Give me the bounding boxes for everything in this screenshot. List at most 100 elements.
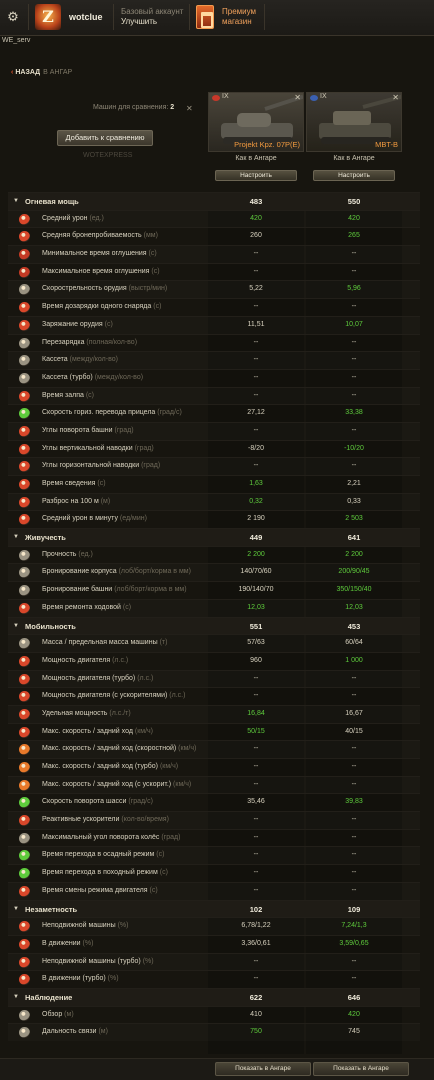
stat-row: Макс. скорость / задний ход (турбо) (км/…	[8, 758, 420, 776]
tank-image[interactable]: IX ✕ Projekt Kpz. 07P(E)	[208, 92, 304, 152]
stat-name: Средняя бронепробиваемость	[42, 232, 142, 240]
speed-turbo-icon	[19, 762, 30, 773]
upgrade-link[interactable]: Улучшить	[121, 17, 158, 26]
stat-row: Углы поворота башни (град) -- --	[8, 421, 420, 440]
premium-shop-link[interactable]: Премиум магазин	[222, 7, 256, 27]
stat-value-tank-1: 960	[250, 656, 262, 664]
stat-value-tank-2: 2,21	[347, 480, 361, 487]
stat-unit: (между/кол-во)	[94, 373, 144, 381]
stat-name: Макс. скорость / задний ход (с ускорит.)	[42, 780, 172, 788]
section-title: Незаметность	[25, 905, 77, 914]
back-button[interactable]: ‹ НАЗАД В АНГАР	[11, 69, 72, 76]
stat-value-tank-2: --	[351, 303, 357, 311]
section-header[interactable]: ▼ Наблюдение 622 646	[8, 987, 420, 1006]
stat-value-tank-1: --	[253, 303, 259, 311]
stat-label: Бронирование корпуса (лоб/борт/корма в м…	[42, 568, 191, 575]
back-target: В АНГАР	[43, 69, 73, 76]
stat-value-tank-2: 33,38	[345, 409, 363, 417]
stat-row: Минимальное время оглушения (с) -- --	[8, 245, 420, 263]
stat-unit: (м)	[64, 1010, 74, 1018]
stat-name: Макс. скорость / задний ход (скоростной)	[42, 745, 177, 753]
compare-count-label: Машин для сравнения:	[93, 104, 169, 111]
stat-label: Бронирование башни (лоб/борт/корма в мм)	[42, 586, 187, 593]
engine-power-icon	[19, 655, 30, 667]
stat-name: Удельная мощность	[42, 709, 108, 717]
add-to-compare-button[interactable]: Добавить к сравнению	[57, 130, 153, 146]
turret-armor-icon	[19, 585, 30, 597]
section-header[interactable]: ▼ Живучесть 449 641	[8, 528, 420, 546]
stat-label: Скорость гориз. перевода прицела (град/с…	[42, 409, 182, 416]
remove-tank-icon[interactable]: ✕	[392, 93, 399, 102]
stat-value-tank-2: --	[351, 674, 357, 682]
section-title: Мобильность	[25, 622, 76, 631]
stat-row: Перезарядка (полная/кол-во) -- --	[8, 333, 420, 352]
tier-label: IX	[320, 93, 327, 100]
configure-button[interactable]: Настроить	[313, 170, 395, 181]
stat-row: Время перехода в осадный режим (с) -- --	[8, 846, 420, 864]
stat-row: Прочность (ед.) 2 200 2 200	[8, 545, 420, 564]
section-title: Огневая мощь	[25, 197, 79, 206]
section-header[interactable]: ▼ Незаметность 102 109	[8, 899, 420, 918]
stat-name: Разброс на 100 м	[42, 497, 99, 505]
account-status[interactable]: Базовый аккаунт Улучшить	[121, 7, 183, 27]
divider	[28, 4, 29, 30]
stat-label: Время дозарядки одного снаряда (с)	[42, 303, 161, 310]
section-header[interactable]: ▼ Огневая мощь 483 550	[8, 192, 420, 210]
show-in-garage-button[interactable]: Показать в Ангаре	[313, 1062, 409, 1076]
stat-row: Время дозарядки одного снаряда (с) -- --	[8, 298, 420, 316]
avatar[interactable]: Z	[35, 4, 61, 30]
stat-label: Мощность двигателя (л.с.)	[42, 657, 128, 664]
stat-value-tank-1: 1,63	[249, 480, 263, 487]
stat-value-tank-2: 0,33	[347, 497, 361, 505]
show-in-garage-button[interactable]: Показать в Ангаре	[215, 1062, 311, 1076]
stat-row: Удельная мощность (л.с./т) 16,84 16,67	[8, 704, 420, 723]
stat-row: Кассета (турбо) (между/кол-во) -- --	[8, 368, 420, 387]
chevron-down-icon[interactable]: ▼	[13, 198, 19, 204]
chevron-down-icon[interactable]: ▼	[13, 993, 19, 1000]
stun-min-icon	[19, 249, 30, 261]
tank-silhouette-icon	[221, 94, 303, 144]
stat-value-tank-1: 622	[249, 992, 263, 1002]
stat-value-tank-2: 60/64	[345, 639, 363, 647]
section-header[interactable]: ▼ Мобильность 551 453	[8, 616, 420, 635]
stat-value-tank-2: --	[351, 851, 357, 859]
stat-value-tank-1: 50/15	[247, 727, 265, 735]
stat-value-tank-1: 6,78/1,22	[241, 922, 271, 930]
stat-value-tank-2: --	[351, 780, 357, 788]
stat-value-tank-1: --	[253, 338, 259, 346]
stat-label: Средний урон (ед.)	[42, 215, 104, 222]
stat-value-tank-1: 449	[249, 533, 263, 543]
stat-unit: (км/ч)	[178, 745, 197, 753]
configure-button[interactable]: Настроить	[215, 170, 297, 181]
horizontal-angles-icon	[19, 461, 30, 473]
clear-compare-icon[interactable]: ✕	[186, 104, 193, 113]
tank-image[interactable]: IX ✕ MBT-B	[306, 92, 402, 152]
chevron-down-icon[interactable]: ▼	[13, 905, 19, 912]
radio-range-icon	[19, 1027, 30, 1039]
vertical-angles-icon	[19, 443, 30, 455]
stat-row: Максимальный угол поворота колёс (град) -…	[8, 828, 420, 847]
stat-value-tank-1: -8/20	[248, 444, 264, 452]
stat-value-tank-1: --	[253, 692, 259, 700]
stat-name: Скорость гориз. перевода прицела	[42, 409, 156, 417]
hull-armor-icon	[19, 567, 30, 579]
back-label: НАЗАД	[15, 69, 41, 76]
stat-label: Масса / предельная масса машины (т)	[42, 639, 167, 646]
recharge-icon	[19, 337, 30, 349]
stat-label: Макс. скорость / задний ход (км/ч)	[42, 728, 153, 735]
stat-value-tank-2: --	[351, 373, 357, 381]
stat-label: Время сведения (с)	[42, 480, 106, 487]
remove-tank-icon[interactable]: ✕	[294, 93, 301, 102]
stat-unit: (между/кол-во)	[69, 356, 118, 364]
chevron-down-icon[interactable]: ▼	[13, 534, 19, 541]
stat-name: Реактивные ускорители	[42, 816, 120, 824]
stat-value-tank-1: --	[253, 250, 259, 258]
premium-shop-icon[interactable]	[196, 5, 214, 29]
stat-row: Время сведения (с) 1,63 2,21	[8, 475, 420, 493]
stat-row: В движении (%) 3,36/0,61 3,59/0,65	[8, 934, 420, 953]
gear-icon[interactable]: ⚙	[7, 9, 19, 24]
chevron-down-icon[interactable]: ▼	[13, 622, 19, 629]
username[interactable]: wotclue	[69, 12, 103, 22]
stat-value-tank-2: --	[351, 391, 357, 399]
stat-label: Дальность связи (м)	[42, 1028, 108, 1035]
